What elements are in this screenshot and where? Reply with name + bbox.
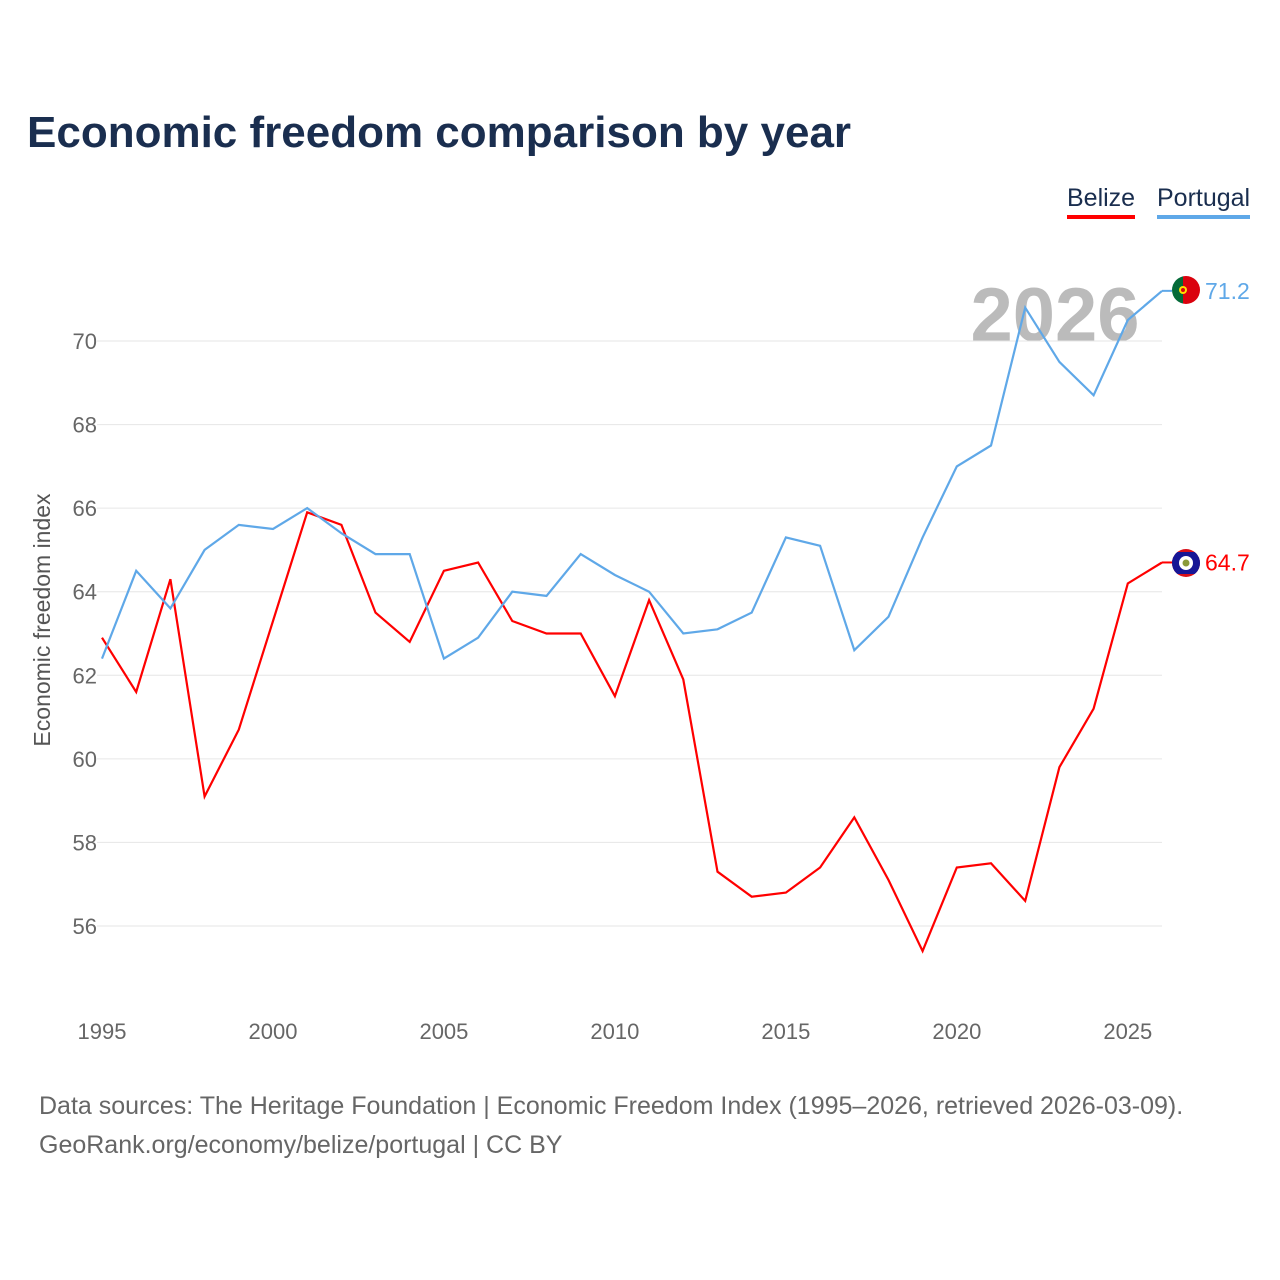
- y-tick-label: 70: [73, 329, 97, 354]
- x-tick-label: 1995: [78, 1019, 127, 1044]
- data-source-footer: Data sources: The Heritage Foundation | …: [39, 1087, 1183, 1165]
- y-tick-label: 56: [73, 914, 97, 939]
- y-tick-label: 60: [73, 747, 97, 772]
- y-tick-label: 64: [73, 580, 97, 605]
- chart-title: Economic freedom comparison by year: [27, 108, 852, 157]
- x-tick-label: 2010: [590, 1019, 639, 1044]
- y-tick-label: 66: [73, 496, 97, 521]
- x-tick-label: 2015: [761, 1019, 810, 1044]
- flag-portugal-icon: [1172, 276, 1200, 304]
- x-tick-label: 2005: [419, 1019, 468, 1044]
- legend-item-belize[interactable]: Belize: [1067, 184, 1136, 219]
- x-tick-label: 2025: [1103, 1019, 1152, 1044]
- y-tick-label: 68: [73, 413, 97, 438]
- year-watermark: 2026: [970, 273, 1139, 358]
- series-line-belize: [101, 510, 1163, 954]
- series-line-portugal: [100, 290, 1163, 661]
- legend-item-portugal[interactable]: Portugal: [1157, 184, 1251, 219]
- x-tick-label: 2020: [932, 1019, 981, 1044]
- y-tick-label: 58: [73, 830, 97, 855]
- source-line: Data sources: The Heritage Foundation | …: [39, 1092, 1184, 1120]
- source-link[interactable]: GeoRank.org/economy/belize/portugal | CC…: [39, 1131, 563, 1159]
- y-axis-label: Economic freedom index: [29, 493, 55, 747]
- end-value-label-belize: 64.7: [1205, 549, 1250, 575]
- end-value-label-portugal: 71.2: [1205, 278, 1250, 304]
- y-tick-label: 62: [73, 663, 97, 688]
- flag-belize-icon: [1172, 549, 1200, 577]
- x-tick-label: 2000: [248, 1019, 297, 1044]
